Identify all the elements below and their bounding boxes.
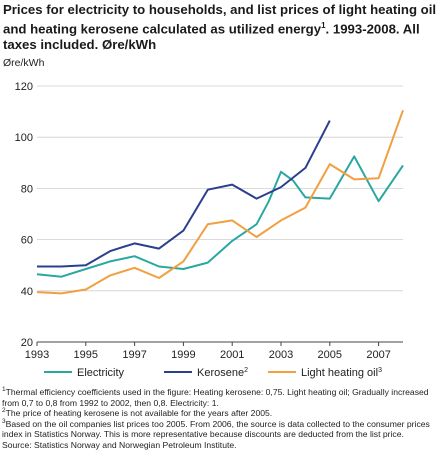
chart-title-tail: . 1993-2008. All taxes included. Øre/kWh [3,21,420,53]
x-tick-label: 2005 [318,349,342,361]
series-line-kerosene [37,120,331,268]
footnote-number: 3 [2,417,6,425]
line-chart: Øre/kWh 20 40 60 80 100 120 1993 1995 1997 1999 2… [3,57,404,379]
x-tick-label: 1995 [74,349,98,361]
chart-title: Prices for electricity to households, an… [3,2,439,53]
series-line-light-heating-oil [36,109,404,295]
x-tick-label: 1999 [171,349,195,361]
x-tick-label: 2007 [366,349,390,361]
series-lines [36,109,404,295]
y-axis-label: Øre/kWh [3,57,45,69]
y-tick-label: 120 [15,81,33,93]
x-tick-label: 1997 [122,349,146,361]
footnotes: 1Thermal efficiency coefficients used in… [2,386,440,450]
x-tick-label: 1993 [25,349,49,361]
y-tick-label: 100 [15,132,33,144]
y-axis-ticks: 20 40 60 80 100 120 [15,81,33,349]
chart-title-footnote-ref: 1 [321,21,326,30]
footnote-1: 1Thermal efficiency coefficients used in… [2,386,440,408]
legend-item-light-heating-oil: Light heating oil3 [268,367,382,379]
legend: Electricity Kerosene2 Light heating oil3 [44,367,382,379]
gridlines [37,85,403,343]
y-tick-label: 60 [21,235,33,247]
chart-title-main: Prices for electricity to households, an… [3,2,437,37]
legend-item-electricity: Electricity [44,367,125,379]
series-line-electricity [36,155,404,278]
footnote-number: 1 [2,386,6,394]
footnote-text: Based on the oil companies list prices t… [2,418,430,440]
legend-item-kerosene: Kerosene2 [164,367,248,379]
footnote-number: 2 [2,407,6,415]
x-tick-label: 2001 [220,349,244,361]
footnote-2: 2The price of heating kerosene is not av… [2,407,440,419]
y-tick-label: 80 [21,183,33,195]
footnote-text: The price of heating kerosene is not ava… [5,408,273,418]
legend-label-electricity: Electricity [77,367,125,379]
legend-label-kerosene: Kerosene2 [197,367,248,379]
footnote-text: Thermal efficiency coefficients used in … [2,387,429,408]
y-tick-label: 40 [21,286,33,298]
source-line: Source: Statistics Norway and Norwegian … [2,439,237,450]
x-tick-label: 2003 [269,349,293,361]
legend-label-light-heating-oil: Light heating oil3 [301,367,382,379]
x-axis-ticks: 1993 1995 1997 1999 2001 2003 2005 2007 [25,342,391,361]
footnote-3: 3Based on the oil companies list prices … [2,417,440,440]
y-tick-label: 20 [21,337,33,349]
